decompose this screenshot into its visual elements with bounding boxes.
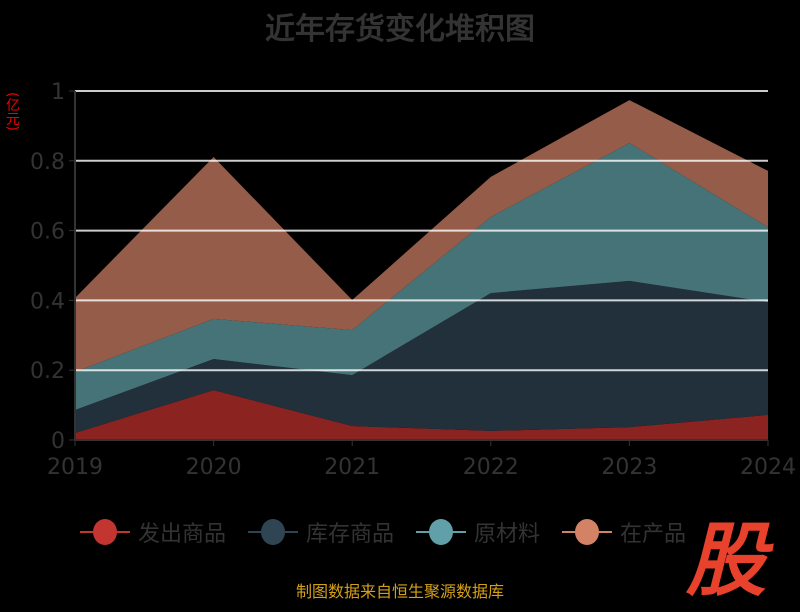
- legend-label: 发出商品: [138, 516, 226, 548]
- source-note: 制图数据来自恒生聚源数据库: [0, 578, 800, 602]
- legend-label: 库存商品: [306, 516, 394, 548]
- x-tick-label: 2021: [324, 455, 380, 480]
- x-tick-label: 2023: [601, 455, 657, 480]
- x-tick-label: 2024: [740, 455, 796, 480]
- x-tick-label: 2019: [47, 455, 103, 480]
- legend-marker-icon: [80, 519, 130, 545]
- x-tick-label: 2022: [463, 455, 519, 480]
- legend-marker-icon: [416, 519, 466, 545]
- legend-marker-icon: [562, 519, 612, 545]
- y-tick-label: 0.8: [30, 150, 65, 175]
- y-tick-label: 0.2: [30, 359, 65, 384]
- y-tick-label: 0.6: [30, 220, 65, 245]
- y-tick-label: 0: [51, 429, 65, 454]
- legend-item[interactable]: 发出商品: [80, 516, 226, 548]
- legend-label: 在产品: [620, 516, 686, 548]
- x-tick-label: 2020: [186, 455, 242, 480]
- legend-item[interactable]: 库存商品: [248, 516, 394, 548]
- legend: 发出商品 库存商品 原材料 在产品: [80, 516, 686, 548]
- y-tick-label: 0.4: [30, 289, 65, 314]
- logo: 股: [686, 496, 766, 612]
- legend-label: 原材料: [474, 516, 540, 548]
- legend-item[interactable]: 原材料: [416, 516, 540, 548]
- legend-marker-icon: [248, 519, 298, 545]
- y-tick-label: 1: [51, 80, 65, 105]
- legend-item[interactable]: 在产品: [562, 516, 686, 548]
